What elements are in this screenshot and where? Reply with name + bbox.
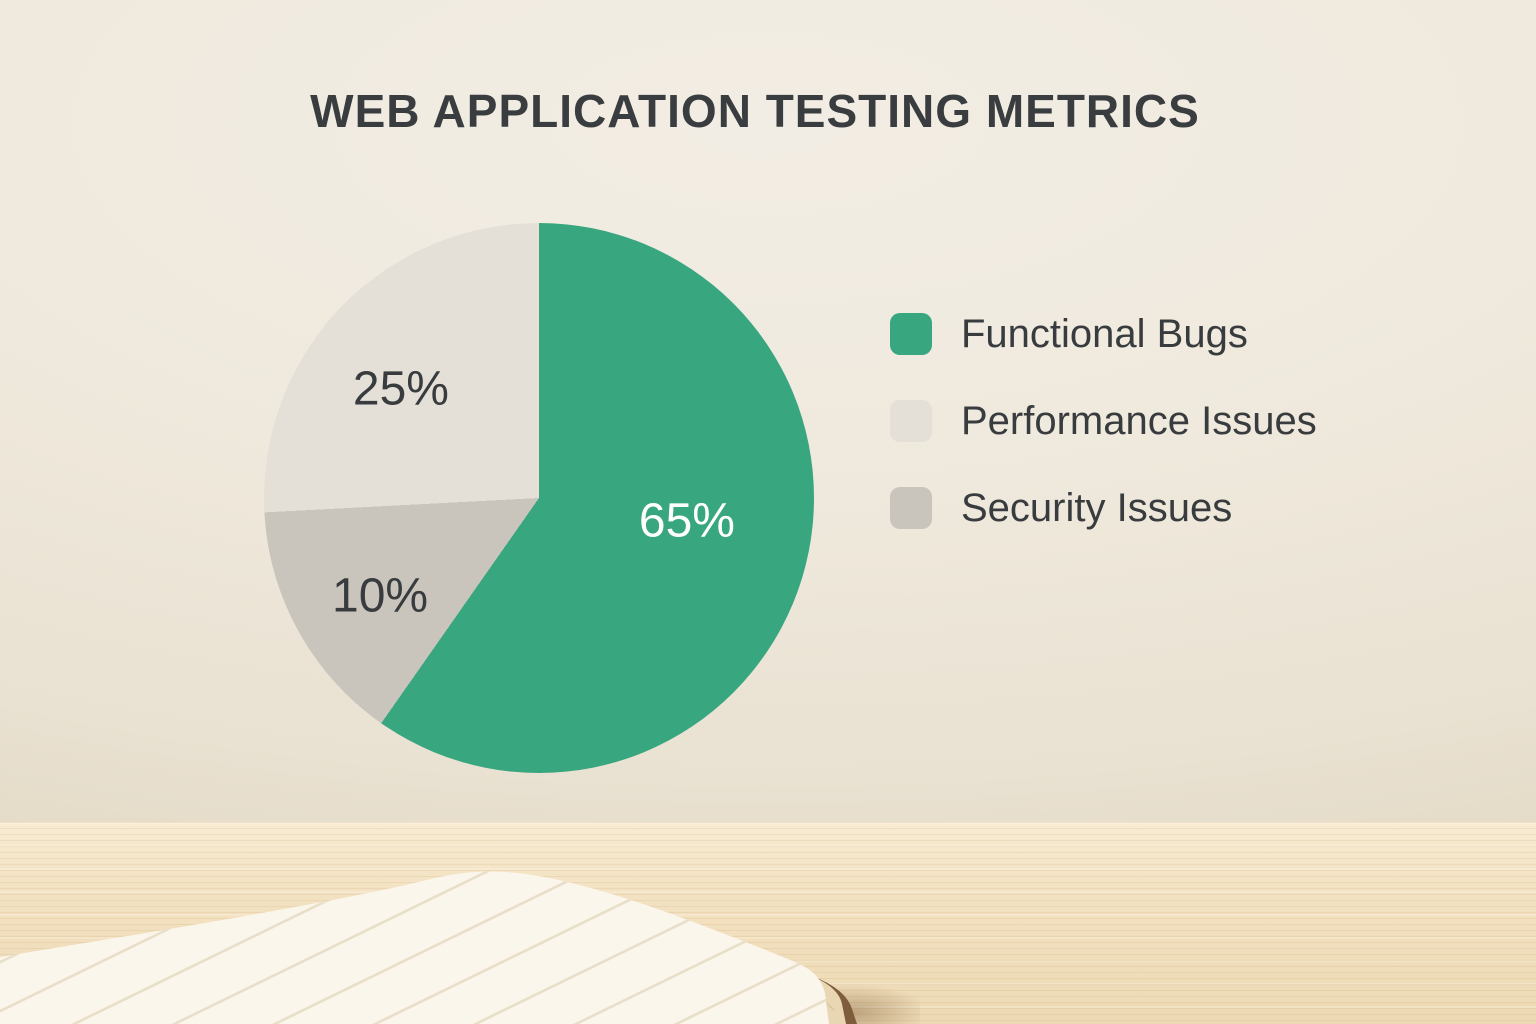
notebook-paper (0, 871, 829, 1024)
pie-slice-label-security-issues: 10% (332, 569, 429, 623)
legend-swatch-performance-issues (890, 400, 932, 442)
legend-label-performance-issues: Performance Issues (961, 399, 1317, 443)
legend-item-performance-issues: Performance Issues (890, 399, 1317, 443)
legend-swatch-functional-bugs (890, 313, 932, 355)
legend-label-functional-bugs: Functional Bugs (961, 312, 1248, 356)
pie-slice-label-performance-issues: 25% (352, 362, 449, 416)
legend-item-security-issues: Security Issues (890, 486, 1317, 530)
chart-legend: Functional Bugs Performance Issues Secur… (890, 312, 1317, 573)
pie-chart: 65% 25% 10% (264, 223, 814, 773)
pie-slice-label-functional-bugs: 65% (638, 494, 735, 548)
legend-label-security-issues: Security Issues (961, 486, 1233, 530)
legend-item-functional-bugs: Functional Bugs (890, 312, 1317, 356)
legend-swatch-security-issues (890, 487, 932, 529)
notebook (0, 871, 920, 1024)
chart-title: WEB APPLICATION TESTING METRICS (310, 85, 1200, 137)
